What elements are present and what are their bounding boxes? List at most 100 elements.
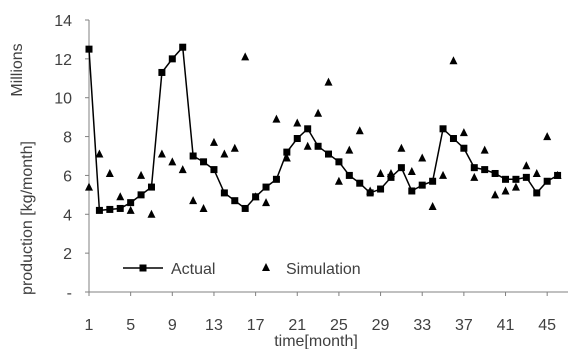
actual-point xyxy=(502,175,510,183)
simulation-point xyxy=(418,153,427,162)
legend: Actual Simulation xyxy=(123,261,361,278)
simulation-point xyxy=(355,126,364,135)
simulation-point xyxy=(522,161,531,170)
simulation-point xyxy=(209,137,218,146)
simulation-series xyxy=(85,52,562,218)
simulation-point xyxy=(511,182,520,191)
actual-point xyxy=(200,158,208,166)
simulation-point xyxy=(324,77,333,86)
simulation-point xyxy=(157,149,166,158)
y-tick-label: 6 xyxy=(63,168,72,185)
legend-actual-label: Actual xyxy=(171,261,215,278)
actual-point xyxy=(272,175,280,183)
simulation-point xyxy=(168,157,177,166)
actual-point xyxy=(533,189,541,197)
legend-actual-marker xyxy=(139,264,147,272)
legend-simulation-marker xyxy=(262,263,270,271)
actual-point xyxy=(439,125,447,133)
actual-point xyxy=(314,142,322,150)
y-tick-label: - xyxy=(67,285,72,302)
actual-point xyxy=(397,164,405,172)
actual-point xyxy=(470,164,478,172)
x-tick-label: 13 xyxy=(205,317,223,334)
simulation-point xyxy=(543,132,552,141)
simulation-point xyxy=(480,145,489,154)
y-tick-label: 12 xyxy=(54,52,72,69)
simulation-point xyxy=(386,168,395,177)
actual-point xyxy=(147,183,155,191)
actual-point xyxy=(543,177,551,185)
x-tick-label: 33 xyxy=(413,317,431,334)
actual-point xyxy=(137,191,145,199)
simulation-point xyxy=(470,172,479,181)
actual-point xyxy=(449,135,457,143)
simulation-point xyxy=(262,198,271,207)
x-tick-label: 21 xyxy=(288,317,306,334)
simulation-point xyxy=(137,170,146,179)
actual-point xyxy=(481,166,489,174)
x-ticks: 1 5 9 13 17 21 25 29 33 37 41 45 xyxy=(85,292,556,334)
y-tick-label: 8 xyxy=(63,130,72,147)
actual-point xyxy=(210,166,218,174)
actual-point xyxy=(231,197,239,205)
simulation-point xyxy=(189,196,198,205)
x-tick-label: 41 xyxy=(497,317,515,334)
simulation-point xyxy=(407,167,416,176)
actual-point xyxy=(95,206,103,214)
simulation-point xyxy=(366,186,375,195)
x-axis-label: time[month] xyxy=(274,333,358,349)
actual-point xyxy=(460,144,468,152)
actual-point xyxy=(345,171,353,179)
actual-point xyxy=(127,199,135,207)
actual-point xyxy=(262,183,270,191)
actual-point xyxy=(408,187,416,195)
simulation-point xyxy=(251,192,260,201)
simulation-point xyxy=(126,205,135,214)
y-ticks: - 2 4 6 8 10 12 14 xyxy=(54,13,89,302)
actual-point xyxy=(283,148,291,156)
simulation-point xyxy=(334,176,343,185)
simulation-point xyxy=(303,141,312,150)
actual-point xyxy=(241,204,249,212)
actual-line xyxy=(88,45,558,212)
x-tick-label: 1 xyxy=(85,317,94,334)
x-tick-label: 5 xyxy=(126,317,135,334)
simulation-point xyxy=(178,165,187,174)
simulation-point xyxy=(105,168,114,177)
actual-point xyxy=(116,204,124,212)
x-tick-label: 17 xyxy=(247,317,265,334)
simulation-point xyxy=(147,209,156,218)
simulation-point xyxy=(501,186,510,195)
actual-point xyxy=(377,185,385,193)
actual-point xyxy=(335,158,343,166)
x-tick-label: 37 xyxy=(455,317,473,334)
actual-point xyxy=(168,55,176,63)
simulation-point xyxy=(397,143,406,152)
simulation-point xyxy=(230,143,239,152)
actual-point xyxy=(491,169,499,177)
simulation-point xyxy=(449,56,458,65)
actual-point xyxy=(512,175,520,183)
axes xyxy=(88,20,568,293)
actual-point xyxy=(304,125,312,133)
simulation-point xyxy=(376,168,385,177)
simulation-point xyxy=(272,114,281,123)
actual-series xyxy=(85,43,562,214)
y-tick-label: 14 xyxy=(54,13,72,30)
simulation-point xyxy=(459,128,468,137)
simulation-point xyxy=(116,192,125,201)
simulation-point xyxy=(241,52,250,61)
y-tick-label: 10 xyxy=(54,91,72,108)
simulation-point xyxy=(95,149,104,158)
legend-simulation-label: Simulation xyxy=(286,261,361,278)
x-tick-label: 45 xyxy=(538,317,556,334)
simulation-point xyxy=(220,149,229,158)
simulation-point xyxy=(199,203,208,212)
y-tick-label: 2 xyxy=(63,246,72,263)
simulation-point xyxy=(345,145,354,154)
actual-point xyxy=(418,181,426,189)
simulation-point xyxy=(553,170,562,179)
simulation-point xyxy=(282,153,291,162)
y-axis-label: production [kg/month] xyxy=(19,141,36,295)
